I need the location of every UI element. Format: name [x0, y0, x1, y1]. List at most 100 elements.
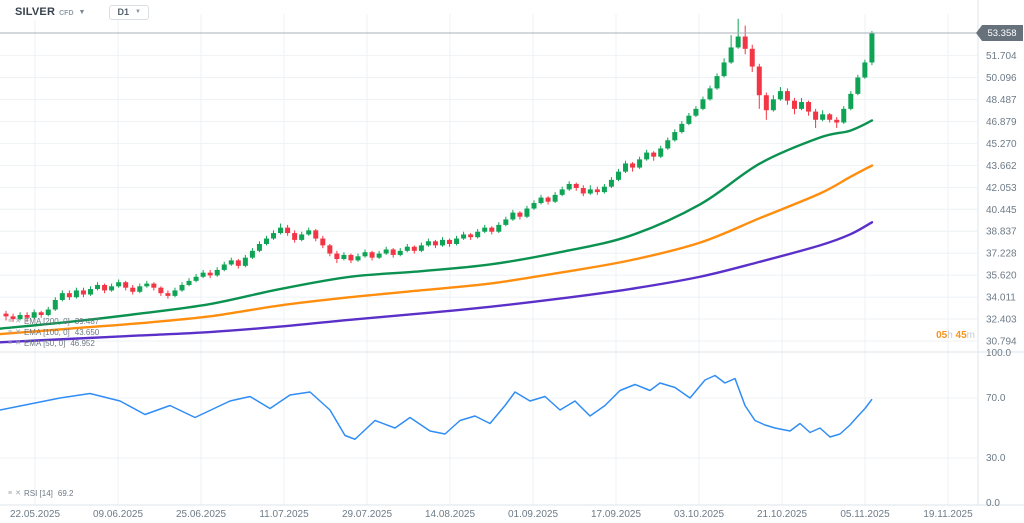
candle-body — [249, 250, 255, 258]
date-axis-label: 11.07.2025 — [259, 509, 309, 520]
menu-icon[interactable]: ≡ — [8, 490, 13, 497]
candle-body — [813, 111, 819, 120]
current-price-tag: 53.358 — [976, 25, 1023, 41]
candle-body — [559, 189, 565, 195]
candle-body — [87, 289, 93, 295]
candle-body — [573, 183, 579, 189]
candle-body — [665, 140, 671, 149]
close-icon[interactable]: ✕ — [15, 340, 21, 347]
candle-body — [862, 62, 868, 78]
symbol-selector[interactable]: SILVER CFD ▼ — [13, 4, 88, 20]
candle-body — [207, 272, 213, 276]
candle-body — [615, 171, 621, 180]
price-axis-label: 51.704 — [986, 51, 1017, 62]
candle-body — [777, 91, 783, 100]
close-icon[interactable]: ✕ — [15, 490, 21, 497]
candle-body — [672, 132, 678, 141]
candle-body — [292, 233, 298, 240]
countdown-hours-unit: h — [947, 330, 953, 341]
candle-body — [214, 269, 220, 276]
candle-body — [468, 234, 474, 238]
candle-body — [179, 284, 185, 291]
candle-body — [651, 152, 657, 157]
candle-body — [517, 212, 523, 217]
candle-body — [186, 280, 192, 285]
date-axis-label: 22.05.2025 — [10, 509, 60, 520]
candle-body — [608, 179, 614, 187]
candle-body — [580, 188, 586, 194]
date-axis-label: 17.09.2025 — [591, 509, 641, 520]
candle-body — [200, 272, 206, 277]
candle-body — [165, 293, 171, 296]
gridlines — [0, 14, 977, 505]
candle-body — [637, 159, 643, 168]
ema-line-ema200[interactable] — [0, 221, 874, 344]
candle-body — [334, 253, 340, 260]
candle-body — [102, 284, 108, 291]
ema-line-ema50[interactable] — [0, 119, 874, 330]
candle-body — [109, 286, 115, 291]
date-axis-label: 19.11.2025 — [923, 509, 973, 520]
candle-body — [10, 316, 16, 320]
candle-body — [271, 233, 277, 239]
menu-icon[interactable]: ≡ — [8, 340, 13, 347]
candle-body — [538, 197, 544, 204]
candle-body — [418, 245, 424, 251]
candle-body — [144, 283, 150, 287]
candle-body — [172, 290, 178, 296]
candle-body — [24, 314, 30, 318]
legend-row-ema100[interactable]: ≡ ✕ EMA [100, 0] 43.650 — [8, 328, 99, 337]
menu-icon[interactable]: ≡ — [8, 329, 13, 336]
countdown-minutes-unit: m — [966, 330, 975, 341]
candle-body — [320, 238, 326, 246]
candle-body — [496, 224, 502, 232]
candle-body — [587, 189, 593, 194]
rsi-line[interactable] — [0, 374, 873, 440]
candle-body — [376, 253, 382, 258]
candle-body — [623, 163, 629, 172]
candle-body — [686, 115, 692, 124]
menu-icon[interactable]: ≡ — [8, 318, 13, 325]
legend-row-rsi[interactable]: ≡ ✕ RSI [14] 69.2 — [8, 489, 73, 498]
candle-body — [770, 99, 776, 111]
candle-body — [489, 227, 495, 232]
candle-body — [432, 241, 438, 246]
candle-body — [116, 282, 122, 287]
indicator-value: 46.952 — [70, 339, 95, 348]
rsi-pane — [0, 374, 873, 440]
close-icon[interactable]: ✕ — [15, 329, 21, 336]
candle-body — [130, 287, 136, 292]
candle-body — [742, 36, 748, 49]
candle-body — [278, 227, 284, 234]
candle-body — [355, 256, 361, 261]
ema-line-ema100[interactable] — [0, 164, 874, 336]
candle-body — [411, 246, 417, 251]
candle-body — [425, 241, 431, 246]
candle-body — [454, 238, 460, 245]
candle-body — [221, 264, 227, 270]
candle-body — [869, 33, 875, 63]
candle-body — [45, 309, 51, 315]
legend-row-ema200[interactable]: ≡ ✕ EMA [200, 0] 39.487 — [8, 317, 99, 326]
candle-body — [820, 114, 826, 120]
candle-body — [827, 114, 833, 120]
price-axis-label: 46.879 — [986, 117, 1017, 128]
candle-body — [763, 95, 769, 111]
rsi-axis-label: 70.0 — [986, 393, 1006, 404]
candle-body — [799, 102, 805, 109]
price-axis-label: 37.228 — [986, 249, 1017, 260]
legend-row-ema50[interactable]: ≡ ✕ EMA [50, 0] 46.952 — [8, 339, 95, 348]
candle-body — [95, 284, 101, 290]
price-axis-label: 38.837 — [986, 227, 1017, 238]
candle-body — [552, 194, 558, 202]
close-icon[interactable]: ✕ — [15, 318, 21, 325]
timeframe-dropdown[interactable]: D1 ▼ — [109, 4, 149, 20]
candle-body — [735, 36, 741, 48]
rsi-axis-label: 100.0 — [986, 348, 1011, 359]
price-axis-label: 34.011 — [986, 293, 1016, 304]
candle-body — [806, 102, 812, 112]
candle-body — [242, 257, 248, 266]
date-axis-label: 29.07.2025 — [342, 509, 392, 520]
